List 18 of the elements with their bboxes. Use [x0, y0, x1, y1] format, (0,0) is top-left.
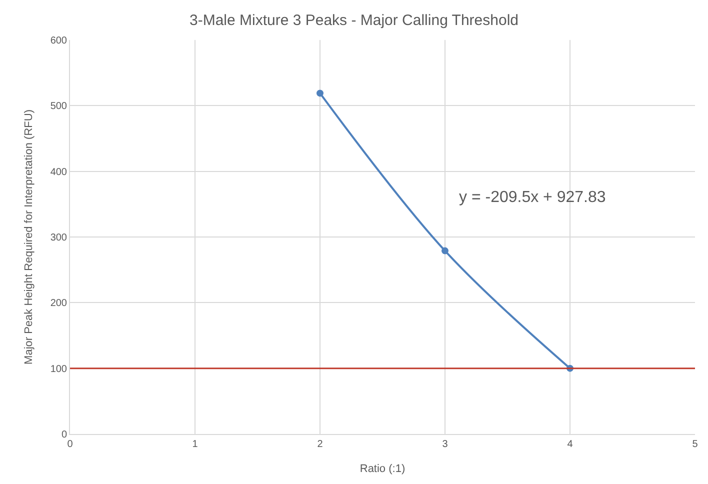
point: [442, 247, 448, 254]
y-tick-label: 300: [50, 232, 68, 244]
point: [316, 90, 324, 97]
chart-title: 3-Male Mixture 3 Peaks - Major Calling Threshold: [189, 12, 519, 30]
y-axis-title: Major Peak Height Required for Interpretation (RFU): [22, 110, 35, 364]
y-tick-label: 0: [61, 430, 68, 440]
y-tick-label: 100: [50, 364, 68, 375]
y-tick-label: 400: [50, 166, 68, 178]
x-tick-label: 5: [692, 439, 698, 450]
y-tick-label: 200: [50, 298, 68, 310]
annotation: y = -209.5x + 927.83: [459, 189, 606, 206]
x-tick-label: 1: [192, 439, 198, 450]
y-tick-label: 500: [50, 101, 68, 112]
x-tick-label: 2: [317, 439, 324, 450]
y-tick-label: 600: [50, 36, 68, 46]
x-axis-title: Ratio (:1): [360, 463, 406, 476]
x-tick-label: 3: [442, 439, 448, 450]
x-tick-label: 4: [567, 439, 574, 450]
